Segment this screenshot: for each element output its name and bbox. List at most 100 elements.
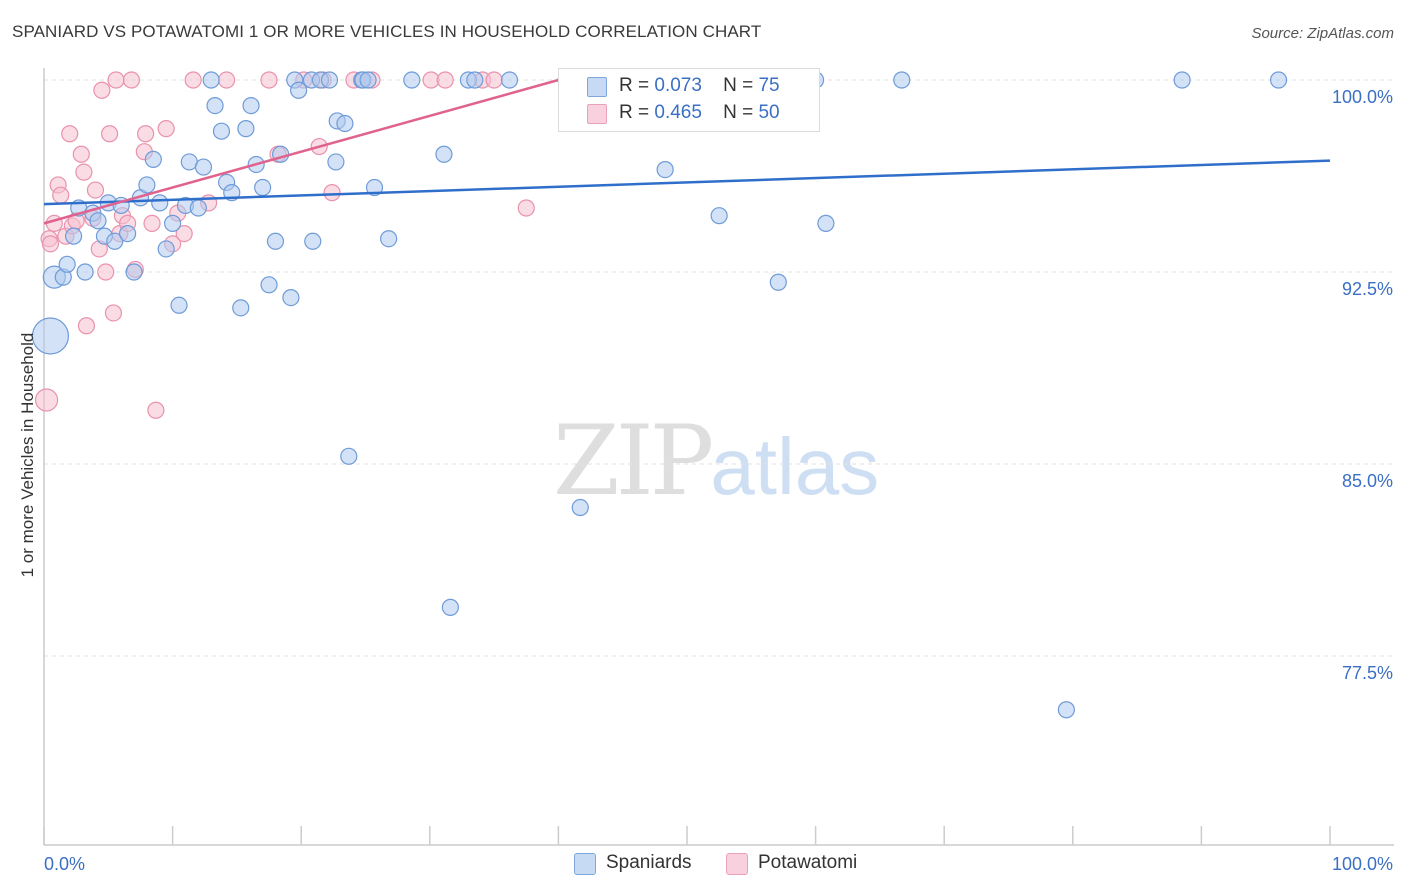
- tick-label-layer: 100.0% 92.5% 85.0% 77.5% 0.0% 100.0%: [44, 87, 1393, 874]
- bottom-legend-swatch-spaniards: [574, 853, 596, 875]
- legend-n-label: N =: [723, 102, 754, 123]
- legend-r-label: R =: [619, 75, 650, 96]
- spaniards-point: [380, 230, 398, 248]
- spaniards-point: [1173, 71, 1191, 89]
- potawatomi-point: [517, 199, 535, 217]
- y-tick-label: 85.0%: [1342, 471, 1393, 491]
- potawatomi-point: [260, 71, 278, 89]
- y-axis-label: 1 or more Vehicles in Household: [18, 332, 37, 578]
- potawatomi-point: [136, 125, 155, 143]
- spaniards-point: [164, 214, 182, 232]
- spaniards-point: [189, 199, 207, 217]
- spaniards-point: [64, 227, 83, 245]
- spaniards-point: [202, 71, 220, 89]
- y-tick-label: 100.0%: [1332, 87, 1393, 107]
- potawatomi-point: [143, 214, 161, 232]
- potawatomi-point: [77, 317, 96, 335]
- potawatomi-point: [52, 186, 70, 204]
- legend-n-value-spaniards: 75: [758, 75, 780, 96]
- spaniards-point: [157, 240, 175, 258]
- x-tick-label-max: 100.0%: [1332, 854, 1393, 874]
- legend-r-value-spaniards: 0.073: [654, 75, 702, 96]
- potawatomi-point: [104, 304, 123, 322]
- potawatomi-point: [93, 81, 111, 99]
- spaniards-point: [466, 71, 484, 89]
- bottom-legend-swatch-potawatomi: [726, 853, 748, 875]
- potawatomi-point: [86, 181, 105, 199]
- potawatomi-point: [34, 388, 59, 412]
- spaniards-points: [31, 71, 1288, 719]
- spaniards-point: [441, 598, 459, 616]
- watermark: ZIPatlas: [553, 405, 879, 517]
- chart-title: SPANIARD VS POTAWATOMI 1 OR MORE VEHICLE…: [12, 22, 762, 41]
- spaniards-point: [327, 153, 345, 171]
- spaniards-point: [106, 232, 124, 250]
- spaniards-point: [31, 317, 70, 355]
- spaniards-point: [365, 178, 384, 197]
- spaniards-point: [403, 71, 421, 89]
- spaniards-point: [359, 71, 377, 89]
- spaniards-point: [125, 263, 143, 281]
- y-tick-label: 77.5%: [1342, 663, 1393, 683]
- legend-r-label: R =: [619, 102, 650, 123]
- spaniards-point: [206, 96, 224, 115]
- spaniards-point: [1269, 71, 1288, 89]
- trendline-layer: [43, 78, 1331, 225]
- legend-n-label: N =: [723, 75, 754, 96]
- spaniards-point: [144, 150, 162, 168]
- spaniards-point: [571, 498, 589, 517]
- spaniards-point: [336, 114, 354, 133]
- spaniards-point: [242, 96, 260, 115]
- axis-layer: [43, 68, 1394, 846]
- potawatomi-point: [41, 235, 60, 253]
- legend-swatch-spaniards: [587, 77, 607, 97]
- spaniards-point: [212, 122, 231, 140]
- spaniards-point: [151, 194, 169, 212]
- x-tick-label-min: 0.0%: [44, 854, 85, 874]
- spaniards-point: [89, 212, 107, 230]
- spaniards-point: [435, 145, 453, 163]
- spaniards-point: [232, 299, 250, 317]
- potawatomi-point: [175, 225, 193, 243]
- potawatomi-point: [122, 71, 141, 89]
- spaniards-point: [237, 120, 255, 138]
- spaniards-point: [893, 71, 911, 89]
- potawatomi-point: [323, 184, 341, 202]
- watermark-zip: ZIP: [553, 405, 714, 517]
- potawatomi-point: [184, 71, 202, 89]
- potawatomi-point: [72, 145, 90, 163]
- spaniards-point: [58, 255, 76, 273]
- spaniards-point: [500, 71, 519, 89]
- potawatomi-point: [436, 71, 454, 89]
- spaniards-point: [290, 81, 308, 99]
- potawatomi-point: [485, 71, 503, 89]
- potawatomi-point: [147, 401, 165, 419]
- potawatomi-trendline: [43, 78, 559, 225]
- spaniards-point: [194, 158, 213, 176]
- spaniards-point: [1057, 701, 1075, 719]
- spaniards-trendline: [43, 159, 1331, 206]
- spaniards-point: [304, 232, 322, 250]
- spaniards-point: [76, 263, 94, 281]
- legend-swatch-potawatomi: [587, 104, 607, 124]
- spaniards-point: [320, 71, 339, 89]
- potawatomi-point: [218, 71, 236, 89]
- spaniards-point: [340, 447, 358, 465]
- potawatomi-point: [157, 120, 175, 138]
- source-label: Source: ZipAtlas.com: [1251, 25, 1394, 42]
- potawatomi-point: [75, 163, 93, 181]
- spaniards-point: [266, 232, 285, 250]
- potawatomi-point: [100, 125, 119, 143]
- bottom-legend-label-potawatomi: Potawatomi: [758, 852, 858, 873]
- spaniards-point: [138, 176, 156, 194]
- spaniards-point: [260, 276, 278, 294]
- spaniards-point: [769, 273, 787, 291]
- spaniards-point: [656, 161, 674, 179]
- stats-legend: R = 0.073 N = 75 R = 0.465 N = 50: [558, 68, 820, 132]
- spaniards-point: [170, 296, 188, 314]
- watermark-atlas: atlas: [710, 422, 880, 511]
- potawatomi-point: [61, 125, 79, 143]
- y-tick-label: 92.5%: [1342, 279, 1393, 299]
- spaniards-point: [282, 289, 300, 307]
